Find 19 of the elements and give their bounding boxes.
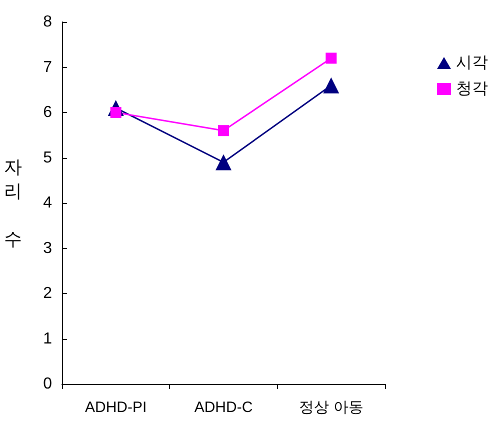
- y-tick-label: 7: [43, 58, 52, 76]
- y-tick-label: 1: [43, 330, 52, 348]
- point: [218, 125, 229, 136]
- y-tick-label: 2: [43, 285, 52, 302]
- point: [323, 77, 340, 94]
- point: [216, 154, 232, 170]
- text: 자리 수: [4, 157, 22, 249]
- y-tick-label: 4: [43, 194, 52, 212]
- x-tick-label: 정상 아동: [299, 399, 364, 416]
- y-tick-label: 5: [43, 149, 52, 166]
- y-tick-label: 6: [43, 104, 52, 121]
- x-tick-label: ADHD-C: [194, 399, 253, 416]
- y-tick-label: 3: [43, 240, 52, 257]
- legend-label: 시각: [456, 54, 488, 72]
- legend-label: 청각: [456, 80, 488, 98]
- y-tick-label: 0: [43, 376, 52, 392]
- x-tick-label: ADHD-PI: [84, 399, 147, 416]
- point: [326, 52, 337, 64]
- y-tick-label: 8: [43, 14, 52, 30]
